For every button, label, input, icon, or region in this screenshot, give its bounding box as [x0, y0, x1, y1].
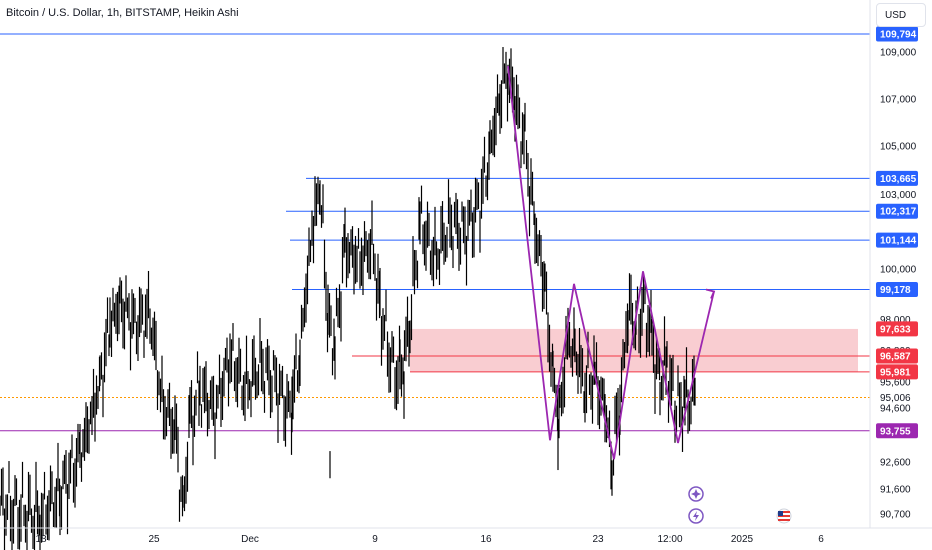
- annotation-path-layer: [507, 66, 716, 460]
- x-tick-label: Dec: [241, 534, 259, 545]
- chart-title: Bitcoin / U.S. Dollar, 1h, BITSTAMP, Hei…: [6, 7, 239, 19]
- x-tick-label: 9: [372, 534, 378, 545]
- price-label-bg: [876, 281, 918, 297]
- y-tick-label: 91,600: [880, 485, 911, 496]
- price-label: 95,006: [880, 393, 911, 404]
- price-label-bg: [876, 203, 918, 219]
- y-tick-label: 94,600: [880, 404, 911, 415]
- y-tick-label: 92,600: [880, 457, 911, 468]
- us-flag-icon[interactable]: [776, 508, 792, 524]
- y-tick-label: 90,700: [880, 510, 911, 521]
- y-tick-label: 107,000: [880, 94, 917, 105]
- y-tick-label: 105,000: [880, 142, 917, 153]
- price-label: 95,981: [880, 367, 911, 378]
- y-tick-label: 103,000: [880, 190, 917, 201]
- level-lines-layer: [0, 33, 870, 432]
- price-label: 103,665: [880, 174, 917, 185]
- price-label-bg: [876, 232, 918, 248]
- price-series-layer: [0, 47, 696, 550]
- star-icon[interactable]: [688, 486, 704, 502]
- x-tick-label: 6: [818, 534, 824, 545]
- y-tick-label: 100,000: [880, 264, 917, 275]
- x-tick-label: 2025: [731, 534, 754, 545]
- price-label-bg: [876, 321, 918, 337]
- price-label-bg: [876, 170, 918, 186]
- x-tick-label: 12:00: [657, 534, 682, 545]
- price-label: 109,794: [880, 30, 917, 41]
- x-tick-label: 23: [592, 534, 604, 545]
- x-axis-ticks: 18 25 Dec 9 16 23 12:00 2025 6: [35, 534, 824, 545]
- price-label: 93,755: [880, 426, 911, 437]
- price-label: 101,144: [880, 236, 917, 247]
- x-tick-label: 18: [35, 534, 47, 545]
- price-label: 97,633: [880, 324, 911, 335]
- price-label-bg: [876, 364, 918, 380]
- projection-arrowhead: [705, 288, 716, 299]
- currency-button[interactable]: USD: [876, 3, 926, 27]
- y-axis-ticks: 109,000 107,000 105,000 103,000 100,000 98,00…: [880, 48, 917, 521]
- price-label-bg: [876, 423, 918, 439]
- projection-path[interactable]: [507, 66, 715, 460]
- price-labels-layer: 109,794 103,665 102,317 101,144 99,178 97,633…: [876, 26, 918, 439]
- price-label: 102,317: [880, 207, 917, 218]
- y-tick-label: 98,000: [880, 315, 911, 326]
- price-label: 99,178: [880, 285, 911, 296]
- lightning-icon[interactable]: [688, 508, 704, 524]
- x-tick-label: 16: [480, 534, 492, 545]
- y-tick-label: 109,000: [880, 48, 917, 59]
- price-label-bg: [876, 26, 918, 42]
- x-tick-label: 25: [148, 534, 160, 545]
- y-tick-label: 95,600: [880, 377, 911, 388]
- price-label: 96,587: [880, 352, 911, 363]
- price-label-bg: [876, 348, 918, 364]
